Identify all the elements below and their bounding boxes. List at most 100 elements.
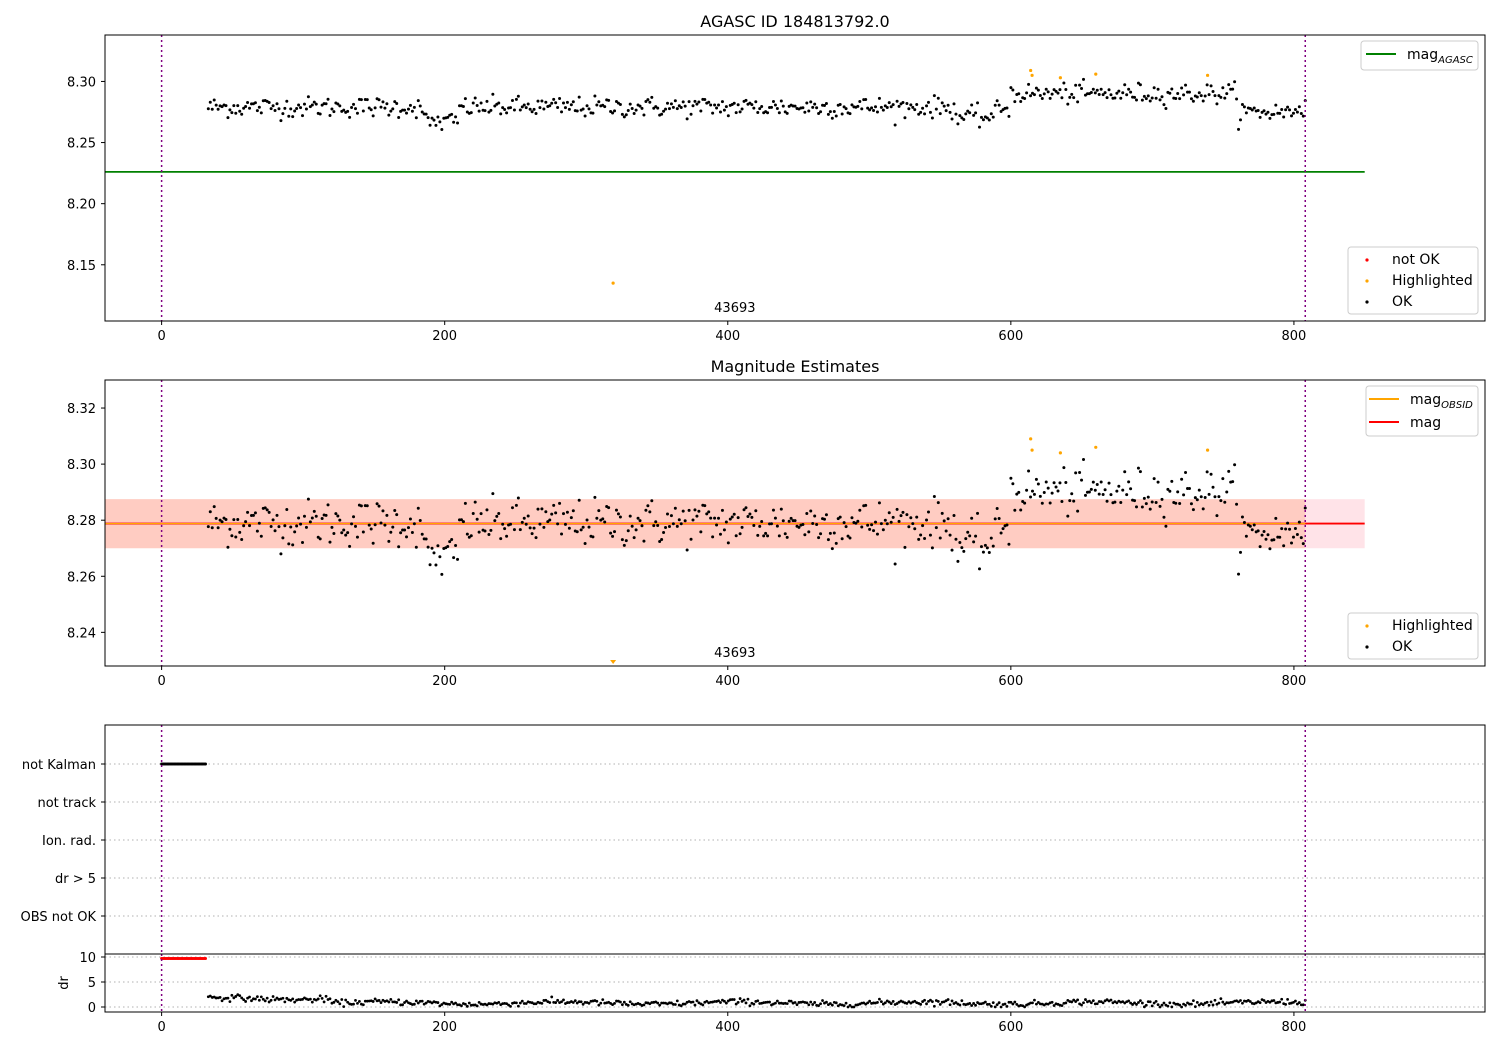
ok-point (613, 530, 617, 534)
ok-point (979, 115, 983, 119)
dr-point (626, 1003, 630, 1007)
ok-point (585, 518, 589, 522)
dr-point (387, 1000, 391, 1004)
ok-point (809, 509, 813, 513)
ok-point (1213, 94, 1217, 98)
dr-point (693, 1003, 697, 1007)
ok-point (928, 533, 932, 537)
ok-point (497, 511, 501, 515)
ok-point (1237, 127, 1241, 131)
ok-point (440, 128, 444, 132)
dr-point (352, 1002, 355, 1006)
ok-point (350, 106, 354, 110)
ok-point (1217, 94, 1221, 98)
ok-point (703, 98, 707, 102)
ok-point (326, 503, 330, 507)
ok-point (607, 506, 611, 510)
dr-point (338, 1002, 342, 1006)
dr-point (852, 1005, 856, 1009)
ok-point (785, 111, 789, 115)
ok-point (542, 525, 546, 529)
dr-point (752, 1002, 756, 1006)
ok-point (548, 518, 552, 522)
dr-point (919, 1002, 923, 1006)
ok-point (815, 523, 819, 527)
dr-point (642, 1003, 646, 1007)
ok-point (216, 107, 220, 111)
ok-point (909, 516, 913, 520)
y-tick-label: 8.32 (67, 402, 96, 417)
ok-point (373, 523, 377, 527)
ok-point (1203, 495, 1207, 499)
ok-point (609, 531, 613, 535)
ok-point (509, 522, 513, 526)
dr-point (1213, 998, 1217, 1002)
ok-point (1180, 477, 1184, 481)
ok-point (552, 97, 556, 101)
estimates-panel: Magnitude Estimates 0 200 400 600 800 8.24 8.2… (67, 357, 1486, 689)
ok-point (212, 505, 216, 509)
ok-point (905, 101, 909, 105)
ok-point (964, 112, 968, 116)
ok-point (369, 527, 373, 531)
dr-point (719, 1001, 722, 1004)
dr-point (389, 997, 393, 1001)
dr-point (438, 1004, 442, 1008)
ok-point (736, 103, 740, 107)
estimates-axes-frame (104, 379, 1486, 667)
ok-point (499, 537, 503, 541)
ok-point (291, 115, 295, 119)
ok-point (921, 524, 925, 528)
ok-point (1078, 83, 1082, 87)
ok-point (230, 534, 234, 538)
ok-point (1260, 533, 1264, 537)
ok-point (536, 507, 540, 511)
ok-point (577, 95, 581, 99)
x-tick-label: 400 (715, 674, 740, 689)
ok-point (1029, 495, 1033, 499)
dr-point (1129, 1001, 1133, 1005)
dr-point (516, 1004, 520, 1008)
ok-point (1170, 479, 1174, 483)
ok-point (626, 108, 630, 112)
ok-point (1280, 527, 1284, 531)
ok-point (279, 552, 283, 556)
dr-point (807, 1003, 811, 1007)
dr-point (744, 1001, 748, 1005)
dr-point (371, 1000, 375, 1003)
dr-point (681, 1002, 685, 1006)
dr-point (522, 1002, 526, 1005)
dr-point (1133, 1001, 1136, 1005)
ok-point (666, 101, 670, 105)
ok-point (1168, 489, 1172, 493)
ok-point (679, 522, 683, 526)
dr-point (1284, 1002, 1288, 1006)
ok-point (718, 110, 722, 114)
ok-point (1117, 89, 1121, 93)
ok-point (1288, 527, 1292, 531)
ok-point (1227, 469, 1231, 473)
ok-point (377, 504, 381, 508)
ok-point (1025, 488, 1029, 492)
ok-point (1199, 94, 1203, 98)
ok-point (938, 112, 942, 116)
ok-point (432, 551, 436, 555)
dr-point (777, 1001, 781, 1005)
ok-point (630, 107, 634, 111)
ok-point (1107, 481, 1111, 485)
ok-point (875, 532, 879, 536)
ok-point (756, 111, 760, 115)
ok-point (1244, 534, 1248, 538)
dr-point (1195, 1000, 1199, 1004)
dr-point (550, 995, 554, 999)
dr-point (1162, 1001, 1166, 1005)
ok-point (874, 105, 878, 109)
ok-point (999, 109, 1003, 113)
ok-point (981, 118, 985, 122)
ok-point (732, 101, 736, 105)
dr-point (1197, 1003, 1201, 1007)
dr-point (436, 1001, 440, 1004)
ok-point (546, 520, 550, 524)
dr-point (736, 1001, 740, 1004)
ok-point (1046, 486, 1050, 490)
